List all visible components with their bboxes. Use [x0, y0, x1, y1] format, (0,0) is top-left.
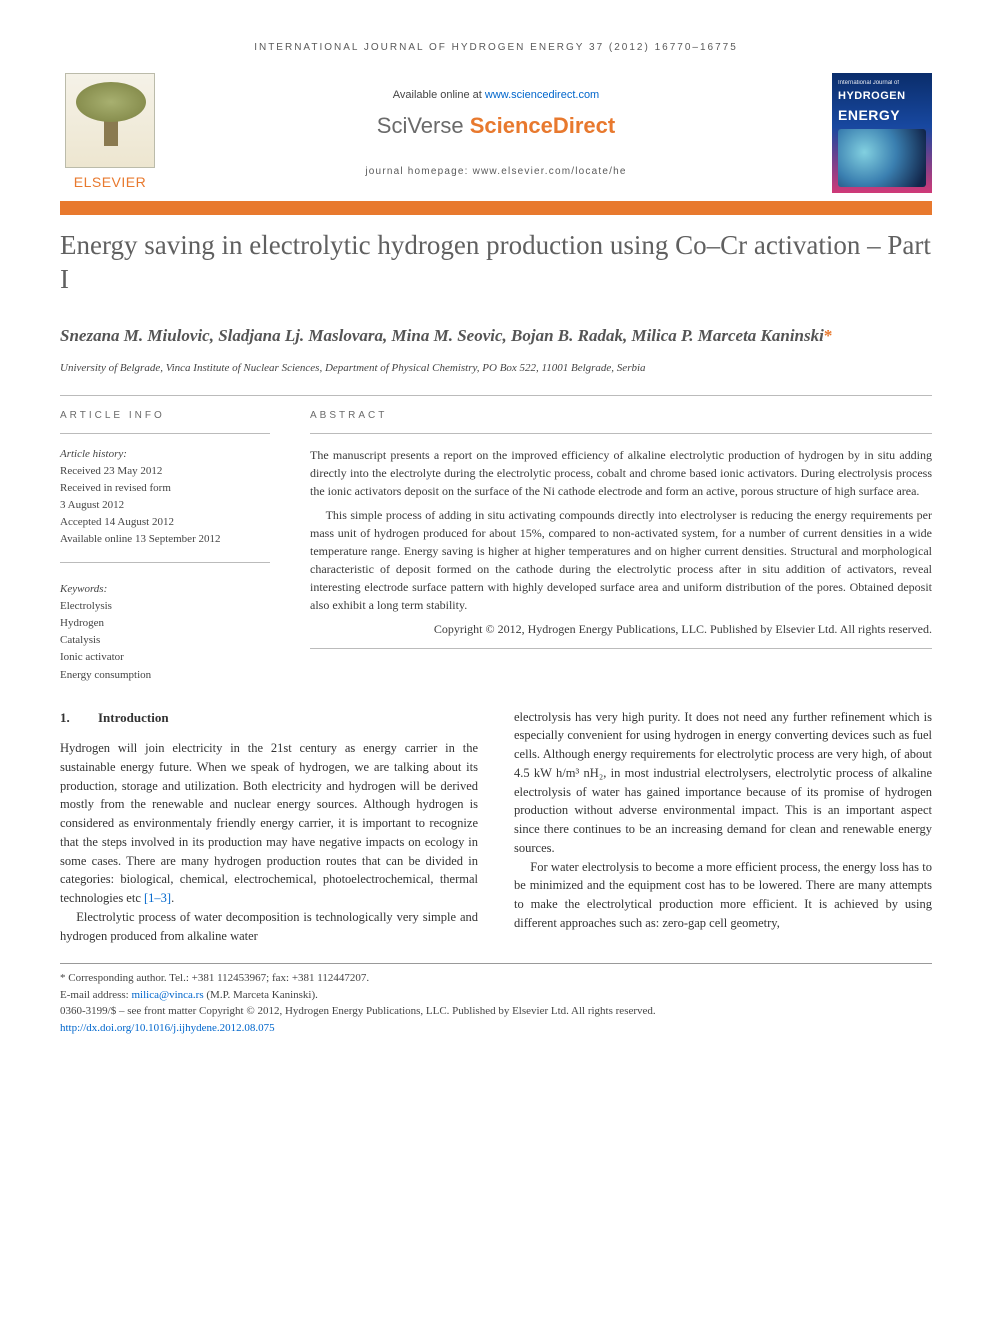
sciencedirect-text: ScienceDirect — [470, 113, 616, 138]
section-heading-introduction: 1.Introduction — [60, 708, 478, 728]
cover-energy: ENERGY — [838, 105, 926, 126]
cover-supertitle: International Journal of — [838, 79, 926, 88]
abstract-divider — [310, 433, 932, 434]
authors-names: Snezana M. Miulovic, Sladjana Lj. Maslov… — [60, 326, 824, 345]
corresponding-author-note: * Corresponding author. Tel.: +381 11245… — [60, 970, 932, 987]
keyword-item: Hydrogen — [60, 615, 270, 632]
history-label: Article history: — [60, 446, 270, 463]
article-info-row: ARTICLE INFO Article history: Received 2… — [60, 408, 932, 684]
front-matter-line: 0360-3199/$ – see front matter Copyright… — [60, 1003, 932, 1020]
keyword-item: Energy consumption — [60, 667, 270, 684]
body-p3: electrolysis has very high purity. It do… — [514, 708, 932, 858]
keyword-item: Catalysis — [60, 632, 270, 649]
article-info-column: ARTICLE INFO Article history: Received 2… — [60, 408, 270, 684]
body-p2: Electrolytic process of water decomposit… — [60, 908, 478, 946]
abstract-p1: The manuscript presents a report on the … — [310, 446, 932, 500]
journal-cover-thumbnail: International Journal of HYDROGEN ENERGY — [832, 73, 932, 193]
body-p4: For water electrolysis to become a more … — [514, 858, 932, 933]
elsevier-wordmark: ELSEVIER — [74, 172, 146, 193]
abstract-copyright: Copyright © 2012, Hydrogen Energy Public… — [310, 620, 932, 638]
history-revised-2: 3 August 2012 — [60, 497, 270, 514]
keyword-item: Ionic activator — [60, 649, 270, 666]
article-info-label: ARTICLE INFO — [60, 408, 270, 424]
available-online-line: Available online at www.sciencedirect.co… — [172, 87, 820, 104]
footnotes: * Corresponding author. Tel.: +381 11245… — [60, 963, 932, 1036]
sciencedirect-link[interactable]: www.sciencedirect.com — [485, 89, 599, 101]
abstract-column: ABSTRACT The manuscript presents a repor… — [310, 408, 932, 684]
available-prefix: Available online at — [393, 89, 485, 101]
body-p1-tail: . — [171, 891, 174, 905]
masthead-center: Available online at www.sciencedirect.co… — [172, 73, 820, 193]
sciverse-logo: SciVerse ScienceDirect — [172, 109, 820, 142]
keyword-item: Electrolysis — [60, 598, 270, 615]
orange-divider — [60, 201, 932, 215]
section-title: Introduction — [98, 710, 169, 725]
body-p1: Hydrogen will join electricity in the 21… — [60, 739, 478, 908]
abstract-divider-bottom — [310, 648, 932, 649]
history-revised-1: Received in revised form — [60, 480, 270, 497]
elsevier-logo: ELSEVIER — [60, 73, 160, 193]
article-title: Energy saving in electrolytic hydrogen p… — [60, 229, 932, 297]
running-header: INTERNATIONAL JOURNAL OF HYDROGEN ENERGY… — [60, 40, 932, 55]
info-divider-1 — [60, 433, 270, 434]
email-link[interactable]: milica@vinca.rs — [131, 989, 203, 1001]
author-list: Snezana M. Miulovic, Sladjana Lj. Maslov… — [60, 323, 932, 349]
history-online: Available online 13 September 2012 — [60, 531, 270, 548]
masthead: ELSEVIER Available online at www.science… — [60, 73, 932, 193]
email-label: E-mail address: — [60, 989, 131, 1001]
affiliation: University of Belgrade, Vinca Institute … — [60, 360, 932, 377]
info-divider-2 — [60, 562, 270, 563]
abstract-label: ABSTRACT — [310, 408, 932, 423]
cover-hydrogen: HYDROGEN — [838, 88, 926, 105]
citation-link-1-3[interactable]: [1–3] — [144, 891, 171, 905]
elsevier-tree-icon — [65, 73, 155, 168]
history-accepted: Accepted 14 August 2012 — [60, 514, 270, 531]
corresponding-asterisk: * — [824, 326, 833, 345]
email-tail: (M.P. Marceta Kaninski). — [204, 989, 318, 1001]
cover-art-icon — [838, 129, 926, 187]
body-two-column: 1.Introduction Hydrogen will join electr… — [60, 708, 932, 946]
abstract-p2: This simple process of adding in situ ac… — [310, 506, 932, 614]
journal-homepage-line: journal homepage: www.elsevier.com/locat… — [172, 164, 820, 179]
history-received: Received 23 May 2012 — [60, 463, 270, 480]
doi-link[interactable]: http://dx.doi.org/10.1016/j.ijhydene.201… — [60, 1022, 275, 1034]
sciverse-text-a: SciVerse — [377, 113, 470, 138]
keywords-label: Keywords: — [60, 581, 270, 598]
section-number: 1. — [60, 708, 98, 728]
email-line: E-mail address: milica@vinca.rs (M.P. Ma… — [60, 987, 932, 1004]
body-p1-text: Hydrogen will join electricity in the 21… — [60, 741, 478, 905]
divider-top — [60, 395, 932, 396]
